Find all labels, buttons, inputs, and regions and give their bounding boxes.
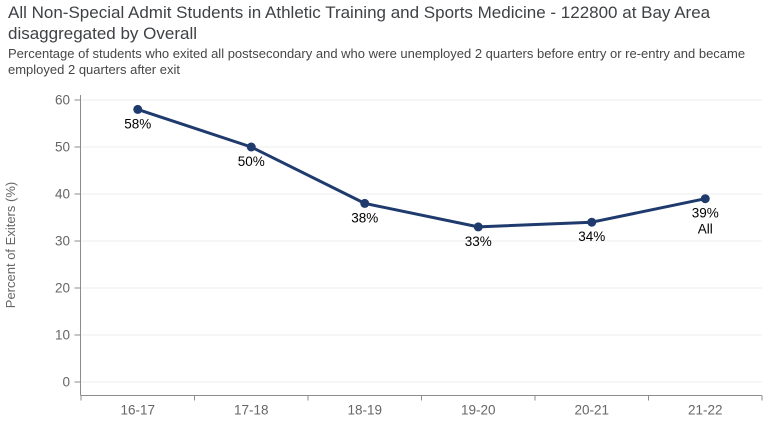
plot-area: 0 10 20 30 40 50 60 16-17 17-18 18-19 19-20 20-21 21… [0,85,763,424]
y-tick-label: 20 [55,281,70,296]
data-label: 33% [465,234,492,249]
data-label: 38% [351,210,378,225]
data-label-sublabel: All [698,222,713,237]
y-tick-label: 40 [55,187,70,202]
line-chart: 0 10 20 30 40 50 60 16-17 17-18 18-19 19-20 20-21 21… [3,93,763,418]
x-tick-label: 19-20 [461,403,496,418]
data-point [133,104,143,114]
x-tick-label: 17-18 [234,403,269,418]
data-point [700,194,710,204]
data-line [136,107,707,229]
y-tick-label: 60 [55,93,70,108]
y-tick-label: 0 [62,375,70,390]
data-label: 34% [578,229,605,244]
data-label: 50% [238,154,265,169]
data-point [360,198,370,208]
x-tick-label: 20-21 [574,403,609,418]
y-tick-label: 30 [55,234,70,249]
x-tick-label: 16-17 [120,403,155,418]
chart-subtitle: Percentage of students who exited all po… [8,46,746,77]
chart-header: All Non-Special Admit Students in Athlet… [8,2,756,78]
y-tick-label: 10 [55,328,70,343]
y-axis-title: Percent of Exiters (%) [3,182,18,308]
x-tick-label: 21-22 [688,403,723,418]
chart-title: All Non-Special Admit Students in Athlet… [8,3,711,43]
x-tick-label: 18-19 [347,403,382,418]
y-tick-label: 50 [55,140,70,155]
data-point [246,142,256,152]
data-point [473,222,483,232]
data-label: 58% [124,116,151,131]
data-point [587,217,597,227]
data-label: 39% [692,206,719,221]
